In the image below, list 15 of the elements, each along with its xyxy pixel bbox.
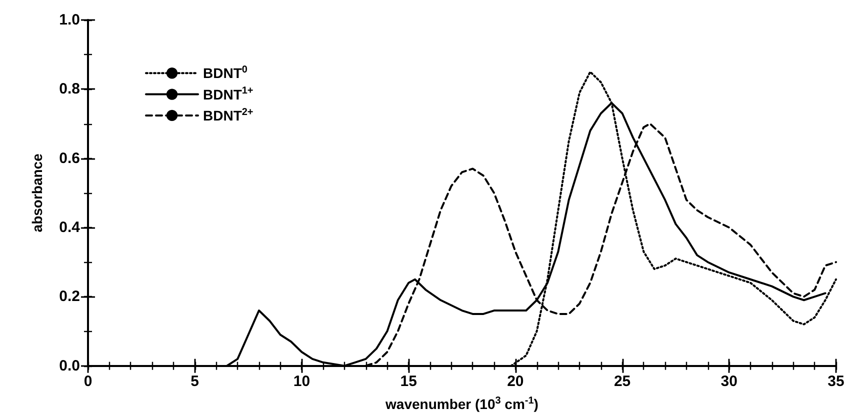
y-tick-label: 1.0 (59, 12, 80, 28)
y-tick-label: 0.6 (59, 150, 80, 167)
y-axis-title: absorbance (29, 153, 45, 232)
x-tick-label: 25 (614, 372, 631, 390)
x-tick-label: 5 (190, 372, 200, 390)
x-tick-label: 15 (400, 372, 417, 390)
x-tick-label: 0 (84, 372, 92, 390)
x-tick-label: 10 (293, 372, 310, 390)
x-tick-label: 20 (507, 372, 524, 390)
y-tick-label: 0.4 (59, 219, 81, 236)
y-tick-label: 0.8 (59, 80, 80, 98)
y-tick-label: 0.0 (59, 357, 80, 374)
x-tick-label: 35 (828, 372, 844, 390)
y-tick-label: 0.2 (59, 288, 80, 306)
x-tick-label: 30 (720, 372, 738, 390)
